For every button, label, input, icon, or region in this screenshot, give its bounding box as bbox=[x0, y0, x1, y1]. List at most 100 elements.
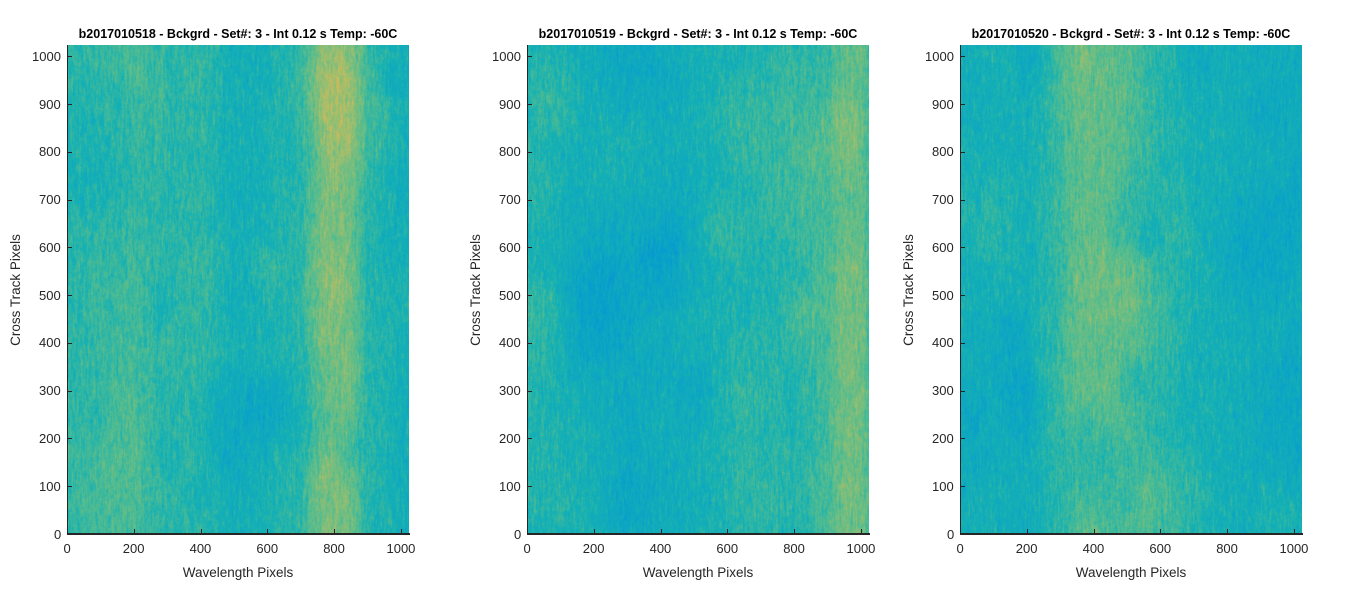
y-tick-label: 200 bbox=[499, 430, 521, 446]
y-tick bbox=[527, 200, 532, 201]
x-tick-label: 800 bbox=[1216, 541, 1238, 556]
x-tick-label: 400 bbox=[649, 541, 672, 556]
y-tick-label: 400 bbox=[499, 335, 521, 351]
x-tick-label: 400 bbox=[1082, 541, 1105, 556]
y-tick-label: 100 bbox=[932, 478, 954, 494]
y-tick-label: 0 bbox=[947, 526, 955, 542]
y-tick bbox=[960, 391, 965, 392]
y-tick bbox=[67, 247, 72, 248]
x-axis-line bbox=[67, 533, 410, 535]
y-tick-label: 400 bbox=[39, 335, 61, 351]
heatmap-plot-area bbox=[527, 45, 869, 534]
chart-title: b2017010520 - Bckgrd - Set#: 3 - Int 0.1… bbox=[971, 27, 1291, 41]
x-tick bbox=[594, 529, 595, 534]
y-axis-label: Cross Track Pixels bbox=[901, 233, 916, 346]
y-tick bbox=[527, 56, 532, 57]
y-tick bbox=[960, 438, 965, 439]
y-tick-label: 600 bbox=[39, 239, 61, 255]
x-tick-label: 0 bbox=[523, 541, 531, 556]
x-axis-line bbox=[960, 533, 1303, 535]
y-tick bbox=[960, 343, 965, 344]
y-tick-label: 0 bbox=[54, 526, 62, 542]
y-tick-label: 100 bbox=[39, 478, 61, 494]
heatmap-plot-area bbox=[960, 45, 1302, 534]
y-tick-label: 800 bbox=[932, 144, 954, 160]
x-tick bbox=[334, 529, 335, 534]
y-tick bbox=[527, 104, 532, 105]
x-tick-label: 1000 bbox=[1279, 541, 1309, 556]
x-axis-label: Wavelength Pixels bbox=[642, 565, 754, 580]
y-tick-label: 300 bbox=[499, 383, 521, 399]
x-tick bbox=[794, 529, 795, 534]
x-tick bbox=[267, 529, 268, 534]
y-tick-label: 900 bbox=[932, 96, 954, 112]
y-tick bbox=[960, 56, 965, 57]
x-tick bbox=[727, 529, 728, 534]
x-tick bbox=[1027, 529, 1028, 534]
x-tick-label: 200 bbox=[582, 541, 605, 556]
y-tick bbox=[527, 486, 532, 487]
y-tick-label: 700 bbox=[932, 192, 954, 208]
y-tick-label: 800 bbox=[39, 144, 61, 160]
x-tick bbox=[1227, 529, 1228, 534]
y-tick-label: 500 bbox=[39, 287, 61, 303]
y-axis-line bbox=[960, 45, 961, 535]
y-tick-label: 700 bbox=[39, 192, 61, 208]
x-tick bbox=[201, 529, 202, 534]
heatmap-plot-area bbox=[67, 45, 409, 534]
y-tick bbox=[527, 438, 532, 439]
y-tick-label: 800 bbox=[499, 144, 521, 160]
y-tick-label: 1000 bbox=[32, 48, 61, 64]
y-tick bbox=[527, 534, 532, 535]
x-tick-label: 1000 bbox=[386, 541, 416, 556]
chart-title: b2017010518 - Bckgrd - Set#: 3 - Int 0.1… bbox=[78, 27, 398, 41]
y-axis-label: Cross Track Pixels bbox=[8, 233, 23, 346]
y-tick bbox=[960, 247, 965, 248]
y-tick bbox=[67, 295, 72, 296]
y-tick-label: 500 bbox=[499, 287, 521, 303]
x-tick bbox=[527, 529, 528, 534]
x-tick-label: 800 bbox=[783, 541, 805, 556]
x-tick bbox=[1094, 529, 1095, 534]
y-tick bbox=[527, 295, 532, 296]
x-tick bbox=[67, 529, 68, 534]
y-tick bbox=[960, 534, 965, 535]
y-tick-label: 100 bbox=[499, 478, 521, 494]
y-tick-label: 700 bbox=[499, 192, 521, 208]
x-tick bbox=[1160, 529, 1161, 534]
y-tick bbox=[67, 438, 72, 439]
x-tick bbox=[134, 529, 135, 534]
y-tick bbox=[67, 152, 72, 153]
x-axis-label: Wavelength Pixels bbox=[182, 565, 294, 580]
x-tick-label: 0 bbox=[63, 541, 71, 556]
y-tick bbox=[960, 104, 965, 105]
y-tick-label: 400 bbox=[932, 335, 954, 351]
y-tick bbox=[67, 343, 72, 344]
x-tick-label: 600 bbox=[716, 541, 739, 556]
x-axis-label: Wavelength Pixels bbox=[1075, 565, 1187, 580]
y-axis-label: Cross Track Pixels bbox=[468, 233, 483, 346]
x-axis-line bbox=[527, 533, 870, 535]
x-tick-label: 200 bbox=[1015, 541, 1038, 556]
heatmap-image bbox=[527, 45, 869, 534]
x-tick-label: 600 bbox=[256, 541, 279, 556]
chart-title: b2017010519 - Bckgrd - Set#: 3 - Int 0.1… bbox=[538, 27, 858, 41]
y-tick bbox=[527, 152, 532, 153]
heatmap-image bbox=[960, 45, 1302, 534]
y-tick-label: 300 bbox=[39, 383, 61, 399]
x-tick bbox=[661, 529, 662, 534]
x-tick-label: 800 bbox=[323, 541, 345, 556]
y-tick-label: 500 bbox=[932, 287, 954, 303]
y-tick bbox=[960, 486, 965, 487]
y-tick-label: 1000 bbox=[492, 48, 521, 64]
x-tick-label: 0 bbox=[956, 541, 964, 556]
x-tick-label: 400 bbox=[189, 541, 212, 556]
y-tick bbox=[67, 534, 72, 535]
x-tick bbox=[960, 529, 961, 534]
heatmap-image bbox=[67, 45, 409, 534]
y-axis-line bbox=[67, 45, 68, 535]
x-tick bbox=[1294, 529, 1295, 534]
y-tick bbox=[527, 391, 532, 392]
x-tick-label: 200 bbox=[122, 541, 145, 556]
